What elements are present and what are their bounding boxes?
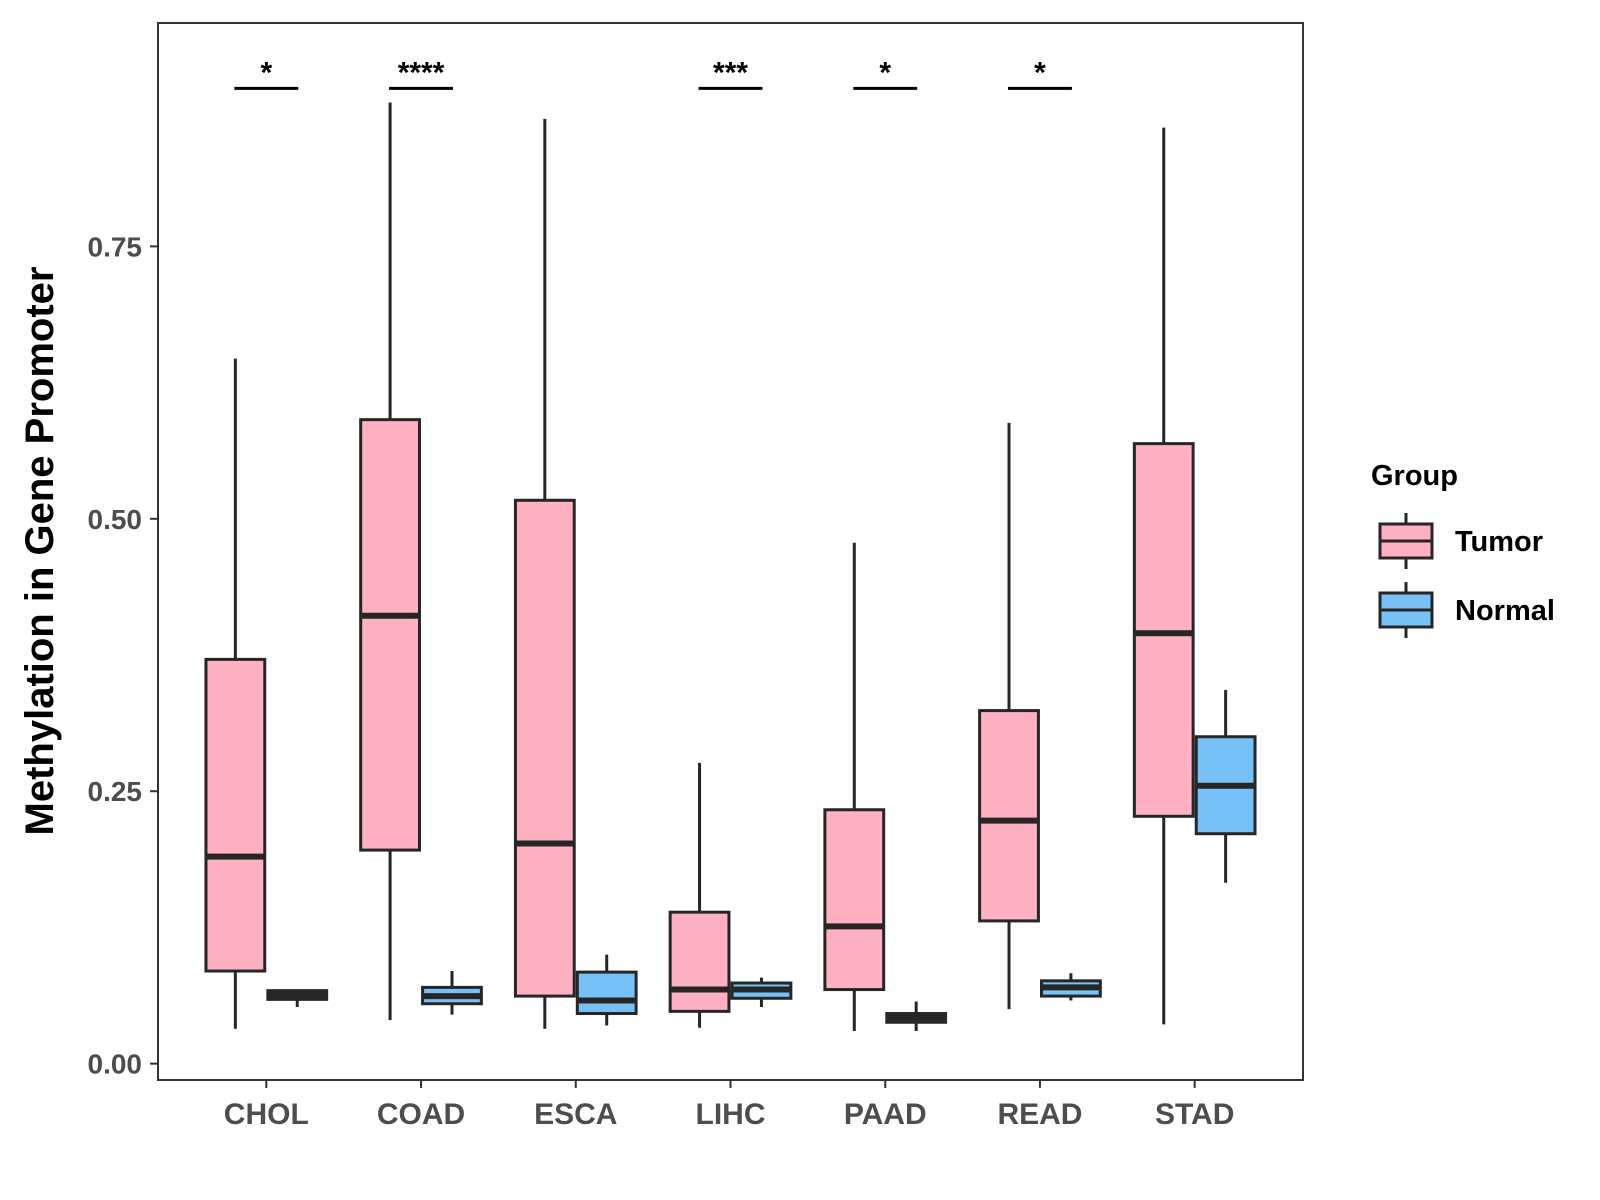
y-tick-label: 0.00 <box>88 1049 143 1080</box>
box-normal-esca <box>575 954 638 1026</box>
box-tumor-read <box>978 422 1040 1010</box>
box-body <box>575 970 638 1016</box>
box-tumor-chol <box>204 358 267 1029</box>
box-body <box>359 418 421 852</box>
box-body <box>668 910 731 1013</box>
significance-lihc: *** <box>698 56 763 90</box>
y-axis-title: Methylation in Gene Promoter <box>18 267 62 836</box>
x-tick-label: STAD <box>1155 1098 1234 1131</box>
significance-label: * <box>879 56 891 89</box>
box-tumor-esca <box>513 118 576 1029</box>
axes-layer: 0.00 0.25 0.50 0.75 CHOL COAD ESCA LIHC PAAD READ… <box>88 231 1235 1131</box>
box-tumor-stad <box>1132 127 1195 1025</box>
box-tumor-paad <box>823 542 886 1031</box>
plot-panel <box>157 22 1304 1081</box>
box-normal-paad <box>885 1001 948 1031</box>
significance-coad: **** <box>389 56 453 90</box>
legend-label: Tumor <box>1455 526 1543 558</box>
y-tick-label: 0.75 <box>88 231 143 262</box>
significance-label: * <box>260 56 272 89</box>
box-tumor-coad <box>359 102 421 1021</box>
legend-label: Normal <box>1455 595 1555 627</box>
legend: Group Tumor Normal <box>1371 460 1555 638</box>
box-body <box>1132 442 1195 818</box>
significance-chol: * <box>234 56 299 90</box>
x-tick-label: LIHC <box>696 1098 766 1131</box>
box-normal-chol <box>266 989 329 1007</box>
significance-paad: * <box>853 56 918 90</box>
x-tick-label: COAD <box>377 1098 465 1131</box>
legend-item-normal: Normal <box>1378 582 1555 638</box>
box-body <box>513 498 576 998</box>
significance-label: **** <box>398 56 445 89</box>
significance-label: * <box>1034 56 1046 89</box>
significance-layer: * **** *** * * <box>234 56 1072 90</box>
boxes-layer <box>204 102 1257 1031</box>
y-tick-label: 0.25 <box>88 776 143 807</box>
box-normal-lihc <box>730 977 793 1007</box>
y-tick-label: 0.50 <box>88 504 143 535</box>
x-tick-label: CHOL <box>224 1098 309 1131</box>
box-body <box>978 709 1040 923</box>
x-tick-label: READ <box>997 1098 1082 1131</box>
box-normal-stad <box>1194 689 1257 883</box>
legend-item-tumor: Tumor <box>1378 513 1543 569</box>
x-tick-label: ESCA <box>534 1098 617 1131</box>
significance-read: * <box>1008 56 1072 90</box>
x-tick-label: PAAD <box>844 1098 927 1131</box>
box-normal-read <box>1040 973 1102 1001</box>
box-body <box>204 657 267 973</box>
box-normal-coad <box>421 971 483 1015</box>
significance-label: *** <box>713 56 748 89</box>
box-body <box>823 808 886 992</box>
box-tumor-lihc <box>668 762 731 1028</box>
legend-title: Group <box>1371 460 1458 492</box>
